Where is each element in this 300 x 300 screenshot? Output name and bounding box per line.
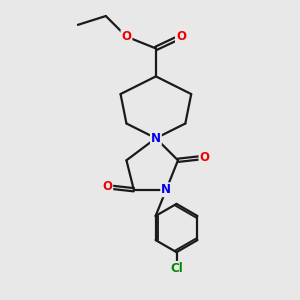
Text: Cl: Cl	[170, 262, 183, 275]
Text: O: O	[102, 180, 112, 193]
Text: O: O	[200, 151, 209, 164]
Text: O: O	[176, 30, 186, 43]
Text: N: N	[151, 132, 161, 145]
Text: O: O	[122, 30, 131, 43]
Text: N: N	[161, 183, 171, 196]
